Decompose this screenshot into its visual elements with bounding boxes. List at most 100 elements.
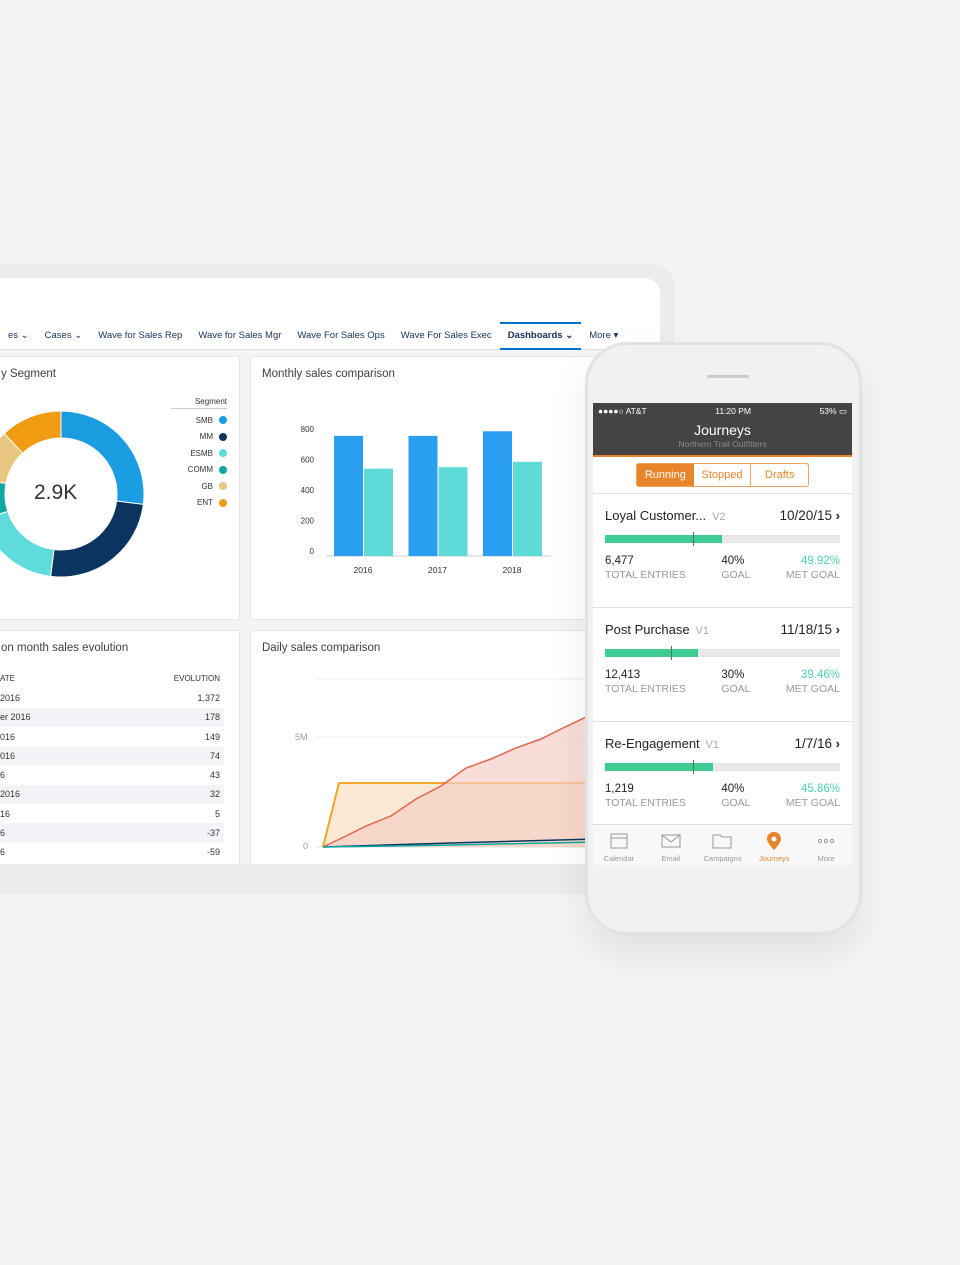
table-row[interactable]: 2016 32 — [0, 784, 224, 805]
journey-version: V2 — [712, 511, 726, 523]
chevron-right-icon[interactable]: › — [835, 736, 840, 751]
table-panel: on month sales evolution ATE EVOLUTION 20… — [0, 630, 240, 864]
table-row[interactable]: 016 149 — [0, 727, 224, 746]
bar-2017-2[interactable] — [438, 467, 468, 556]
legend-swatch — [219, 498, 227, 507]
y-tick-label: 0 — [310, 547, 315, 556]
table-row[interactable]: 6 -37 — [0, 823, 224, 843]
donut-chart — [0, 410, 145, 578]
segment-stopped[interactable]: Stopped — [701, 469, 743, 481]
bar-2016-1[interactable] — [334, 435, 363, 556]
legend-label: ESMB — [190, 448, 213, 458]
journey-card[interactable]: Post Purchase V1 11/18/15 › 12,413 TOTAL EN… — [593, 607, 852, 721]
progress-bar — [605, 646, 840, 660]
series-area-red — [323, 701, 596, 847]
goal-value: 40% — [721, 555, 745, 567]
tab-more[interactable]: More ▾ — [589, 330, 619, 341]
bar-2018-2[interactable] — [513, 461, 542, 556]
segment-running[interactable]: Running — [637, 464, 694, 486]
progress-bar — [605, 760, 840, 774]
bar-2017-1[interactable] — [408, 435, 438, 556]
legend-swatch — [219, 416, 227, 425]
total-entries-label: TOTAL ENTRIES — [605, 683, 686, 695]
date-cell: 16 — [0, 808, 11, 819]
more-icon — [817, 838, 835, 844]
donut-slice-esmb[interactable] — [0, 510, 55, 577]
segment-drafts[interactable]: Drafts — [750, 464, 808, 486]
table-row[interactable]: 16 5 — [0, 804, 224, 823]
total-entries-value: 6,477 — [605, 555, 634, 567]
total-entries-label: TOTAL ENTRIES — [605, 797, 686, 809]
series-line-teal — [322, 841, 597, 848]
goal-label: GOAL — [721, 683, 751, 695]
chevron-right-icon[interactable]: › — [835, 508, 840, 523]
app-title: Journeys — [694, 422, 751, 438]
table-row[interactable]: 2016 1,372 — [0, 688, 224, 707]
tab-prev[interactable]: es ⌄ — [8, 330, 29, 341]
table-row[interactable]: 6 -59 — [0, 843, 224, 862]
donut-slice-mm[interactable] — [50, 500, 144, 578]
journey-version: V1 — [695, 625, 710, 637]
tab-wave-sales-exec[interactable]: Wave For Sales Exec — [400, 330, 492, 341]
tab-wave-sales-mgr[interactable]: Wave for Sales Mgr — [198, 330, 282, 341]
journey-card[interactable]: Re-Engagement V1 1/7/16 › 1,219 TOTAL ENTRI… — [593, 721, 852, 835]
app-subtitle: Northern Trail Outfitters — [678, 439, 767, 449]
journey-name: Loyal Customer... — [605, 508, 707, 523]
met-goal-value: 39.46% — [800, 669, 840, 681]
met-goal-value: 49.92% — [800, 555, 840, 567]
journey-version: V1 — [705, 739, 720, 751]
donut-slice-comm[interactable] — [0, 478, 9, 519]
tab-label: Journeys — [759, 854, 790, 863]
dashboard-screen: es ⌄ Cases ⌄ Wave for Sales Rep Wave for… — [0, 278, 660, 864]
legend-item: MM — [171, 429, 227, 446]
bar-chart: 0 200 400 600 800 2016 2017 2018 — [301, 425, 551, 575]
tab-cases[interactable]: Cases ⌄ — [44, 330, 83, 341]
legend-label: COMM — [187, 465, 213, 475]
evolution-cell: 178 — [90, 707, 224, 727]
date-cell: 2016 — [0, 692, 21, 703]
y-tick-label: 200 — [301, 517, 315, 526]
line-chart-panel: Daily sales comparison 5M 0 — [250, 630, 611, 864]
tab-more[interactable]: More — [800, 825, 852, 865]
date-cell: 2016 — [0, 784, 91, 805]
goal-marker — [670, 646, 672, 660]
tab-dashboards[interactable]: Dashboards ⌄ — [499, 321, 582, 350]
journey-card[interactable]: Loyal Customer... V2 10/20/15 › 6,477 TOTAL… — [593, 493, 852, 607]
progress-fill — [605, 535, 723, 543]
tab-label: Calendar — [603, 854, 635, 863]
chevron-right-icon[interactable]: › — [835, 622, 840, 637]
journey-name: Re-Engagement — [605, 736, 700, 751]
tab-campaigns[interactable]: Campaigns — [697, 825, 749, 865]
bar-chart-panel: Monthly sales comparison 0 200 400 600 800 20… — [250, 356, 610, 620]
tab-wave-sales-rep[interactable]: Wave for Sales Rep — [98, 330, 183, 341]
evolution-cell: 32 — [90, 784, 224, 805]
date-cell: 016 — [0, 746, 91, 766]
status-bar: ●●●●○ AT&T 11:20 PM 53% ▭ — [593, 403, 852, 419]
tab-journeys[interactable]: Journeys — [748, 825, 800, 865]
phone-speaker — [707, 375, 749, 378]
tab-email[interactable]: Email — [645, 825, 697, 865]
table-row[interactable]: 016 74 — [0, 746, 224, 766]
donut-legend: Segment SMB MM ESMB COMM GB ENT — [171, 397, 227, 511]
bar-2018-1[interactable] — [483, 431, 512, 556]
legend-item: COMM — [171, 462, 227, 479]
top-bar — [0, 278, 660, 322]
x-tick-label: 2018 — [503, 565, 522, 575]
legend-label: SMB — [195, 415, 213, 425]
table-row[interactable]: er 2016 178 — [0, 707, 224, 727]
evolution-cell: 1,372 — [197, 692, 220, 703]
app-header: Journeys Northern Trail Outfitters — [593, 419, 852, 457]
donut-slice-ent[interactable] — [3, 410, 62, 454]
folder-icon — [712, 834, 732, 849]
location-pin-icon — [767, 832, 782, 850]
tab-wave-sales-ops[interactable]: Wave For Sales Ops — [297, 330, 385, 341]
x-tick-label: 2017 — [428, 565, 447, 575]
tab-calendar[interactable]: Calendar — [593, 825, 645, 865]
status-segmented-control: Running Stopped Drafts — [636, 463, 809, 487]
bar-2016-2[interactable] — [364, 468, 393, 556]
met-goal-label: MET GOAL — [785, 683, 840, 695]
table-row[interactable]: 6 43 — [0, 765, 224, 784]
total-entries-value: 12,413 — [605, 669, 641, 681]
bottom-tab-bar: Calendar Email Campaigns Journeys More — [593, 824, 852, 865]
progress-fill — [605, 649, 698, 657]
